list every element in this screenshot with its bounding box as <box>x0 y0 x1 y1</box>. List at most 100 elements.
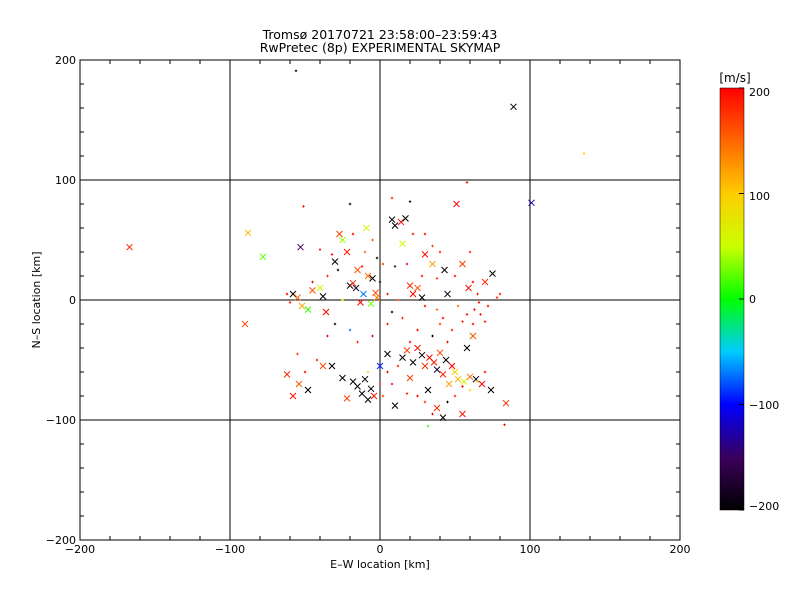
data-point-plus-7 <box>330 253 334 256</box>
data-point-plus-47 <box>366 370 370 374</box>
data-point-cross-13 <box>319 293 327 300</box>
data-point-plus-63 <box>303 370 307 374</box>
data-point-plus-81 <box>431 244 434 248</box>
data-point-plus-32 <box>326 334 329 338</box>
data-point-cross-21 <box>352 284 360 292</box>
y-tick-label-m100: −100 <box>46 414 76 427</box>
data-point-plus-49 <box>390 382 394 386</box>
chart-subtitle: RwPretec (8p) EXPERIMENTAL SKYMAP <box>260 40 501 55</box>
data-point-plus-2 <box>465 181 469 184</box>
data-point-plus-83 <box>375 256 379 260</box>
data-point-cross-23 <box>357 299 364 306</box>
data-point-cross-14 <box>322 308 330 316</box>
data-point-cross-53 <box>319 362 327 370</box>
data-point-cross-4 <box>244 229 252 237</box>
data-point-plus-80 <box>438 250 442 254</box>
colorbar-label-0: 0 <box>749 293 756 306</box>
data-point-cross-88 <box>502 399 510 407</box>
data-point-plus-59 <box>483 370 487 374</box>
x-tick-label-m200: −200 <box>65 543 95 556</box>
data-point-cross-76 <box>436 349 444 357</box>
data-point-plus-8 <box>318 248 322 251</box>
data-point-cross-50 <box>289 392 297 400</box>
data-point-cross-59 <box>358 390 366 397</box>
plot-area <box>79 59 681 541</box>
x-axis: −200 −100 0 100 200 E–W location [km] <box>65 543 691 571</box>
data-point-cross-33 <box>397 218 405 226</box>
data-point-cross-26 <box>364 272 372 280</box>
y-axis-label: N–S location [km] <box>30 251 43 348</box>
data-point-plus-58 <box>476 380 479 383</box>
data-point-cross-38 <box>414 284 421 292</box>
data-point-cross-5 <box>259 253 267 261</box>
data-point-cross-47 <box>481 278 489 286</box>
data-point-cross-56 <box>343 395 351 402</box>
data-point-cross-95 <box>469 332 477 340</box>
data-point-cross-62 <box>367 385 375 393</box>
data-point-plus-43 <box>408 340 412 344</box>
data-point-plus-64 <box>296 352 299 356</box>
data-point-plus-42 <box>446 340 449 344</box>
data-point-cross-68 <box>403 347 411 354</box>
data-point-plus-24 <box>461 320 464 323</box>
y-tick-label-m200: −200 <box>46 534 76 547</box>
data-point-plus-60 <box>426 424 430 428</box>
data-point-plus-70 <box>360 265 364 268</box>
data-point-cross-60 <box>361 375 369 383</box>
colorbar-unit-label: [m/s] <box>719 71 750 85</box>
data-point-plus-45 <box>386 370 389 374</box>
data-point-cross-86 <box>478 380 486 388</box>
data-point-cross-37 <box>409 290 417 298</box>
data-point-plus-12 <box>405 262 409 266</box>
data-point-cross-55 <box>339 374 346 382</box>
data-point-plus-3 <box>302 205 305 208</box>
data-point-plus-20 <box>473 308 476 311</box>
data-point-plus-79 <box>423 232 427 236</box>
data-point-cross-77 <box>439 371 447 378</box>
data-point-plus-10 <box>381 262 385 266</box>
data-point-cross-16 <box>336 230 343 238</box>
data-point-plus-29 <box>456 304 460 308</box>
data-point-cross-91 <box>433 404 441 412</box>
x-tick-label-200: 200 <box>670 543 691 556</box>
y-axis: 200 100 0 −100 −200 N–S location [km] <box>30 54 76 547</box>
data-point-cross-35 <box>399 240 406 247</box>
data-point-cross-84 <box>466 373 474 381</box>
data-point-cross-66 <box>391 402 399 409</box>
data-point-cross-2 <box>528 199 535 207</box>
data-point-cross-58 <box>354 383 361 390</box>
data-point-cross-29 <box>372 289 379 297</box>
data-point-cross-49 <box>283 371 291 378</box>
data-point-cross-90 <box>439 414 447 421</box>
data-point-cross-51 <box>295 380 303 388</box>
data-point-plus-41 <box>438 322 442 326</box>
data-point-plus-17 <box>476 292 479 296</box>
data-point-plus-4 <box>390 196 394 200</box>
data-point-cross-17 <box>339 236 346 244</box>
data-point-plus-65 <box>285 292 289 296</box>
data-point-cross-87 <box>487 386 495 394</box>
data-point-plus-54 <box>446 400 449 404</box>
data-point-cross-15 <box>331 258 339 265</box>
colorbar-label-200: 200 <box>749 86 770 99</box>
x-tick-label-0: 0 <box>377 543 384 556</box>
data-point-cross-74 <box>430 359 438 366</box>
data-point-plus-61 <box>503 423 506 426</box>
data-point-cross-80 <box>448 362 456 370</box>
data-point-plus-69 <box>336 268 340 272</box>
data-point-plus-28 <box>498 292 502 296</box>
data-point-cross-61 <box>364 396 372 403</box>
x-tick-label-100: 100 <box>520 543 541 556</box>
data-point-cross-64 <box>376 362 384 370</box>
data-point-cross-20 <box>349 279 357 287</box>
data-point-plus-26 <box>486 304 490 308</box>
data-point-plus-48 <box>381 394 385 398</box>
data-point-plus-40 <box>431 334 434 338</box>
data-point-cross-30 <box>373 294 381 301</box>
data-point-cross-93 <box>406 374 414 382</box>
data-point-plus-38 <box>401 316 404 320</box>
data-point-plus-44 <box>396 364 400 368</box>
data-point-plus-53 <box>431 412 434 416</box>
colorbar-label-m200: −200 <box>749 500 779 513</box>
x-tick-label-m100: −100 <box>215 543 245 556</box>
